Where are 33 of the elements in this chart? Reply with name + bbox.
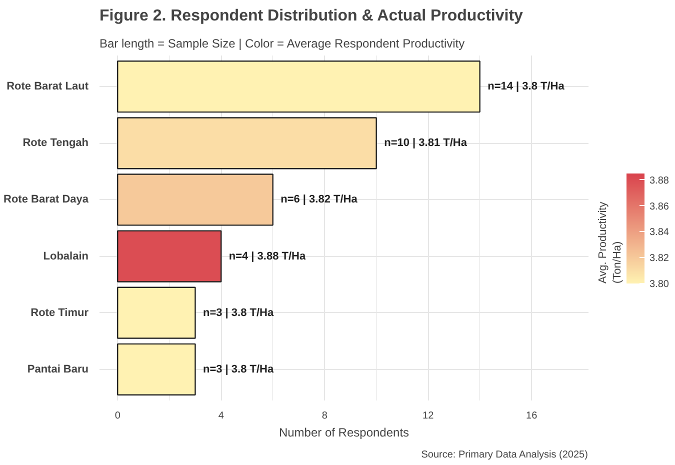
x-axis-title: Number of Respondents xyxy=(278,426,410,440)
bar xyxy=(117,60,480,113)
bar xyxy=(117,174,274,226)
source-note: Source: Primary Data Analysis (2025) xyxy=(421,450,588,460)
color-bar-label: 3.86 xyxy=(650,201,670,212)
chart-subtitle: Bar length = Sample Size | Color = Average Respondent Productivity xyxy=(100,36,465,50)
y-tick-label: Rote Tengah xyxy=(22,137,89,150)
data-label: n=4 | 3.88 T/Ha xyxy=(228,250,306,262)
color-bar-label: 3.80 xyxy=(650,279,670,290)
y-tick-label: Rote Timur xyxy=(30,306,90,319)
x-tick-label: 4 xyxy=(218,410,224,422)
bar xyxy=(117,343,196,396)
color-bar-title: Avg. Productivity (Ton/Ha) xyxy=(597,201,624,284)
data-label: n=14 | 3.8 T/Ha xyxy=(488,80,566,93)
color-bar-label: 3.88 xyxy=(650,175,670,186)
y-tick-label: Pantai Baru xyxy=(27,363,89,376)
x-tick-label: 0 xyxy=(114,410,121,422)
color-bar-label: 3.84 xyxy=(650,227,670,238)
bar xyxy=(117,286,196,339)
bar xyxy=(117,117,377,170)
x-tick-label: 8 xyxy=(322,410,328,422)
x-tick-label: 16 xyxy=(526,410,538,422)
y-tick-label: Lobalain xyxy=(43,250,89,262)
y-tick-label: Rote Barat Daya xyxy=(4,194,90,206)
data-label: n=10 | 3.81 T/Ha xyxy=(384,137,468,150)
chart-title: Figure 2. Respondent Distribution & Actual Productivity xyxy=(100,8,524,24)
bar xyxy=(117,230,222,282)
data-label: n=3 | 3.8 T/Ha xyxy=(202,363,275,376)
data-label: n=3 | 3.8 T/Ha xyxy=(202,306,275,319)
color-bar-label: 3.82 xyxy=(650,253,670,264)
y-tick-label: Rote Barat Laut xyxy=(6,80,89,93)
data-label: n=6 | 3.82 T/Ha xyxy=(280,194,358,206)
x-tick-label: 12 xyxy=(422,410,434,422)
